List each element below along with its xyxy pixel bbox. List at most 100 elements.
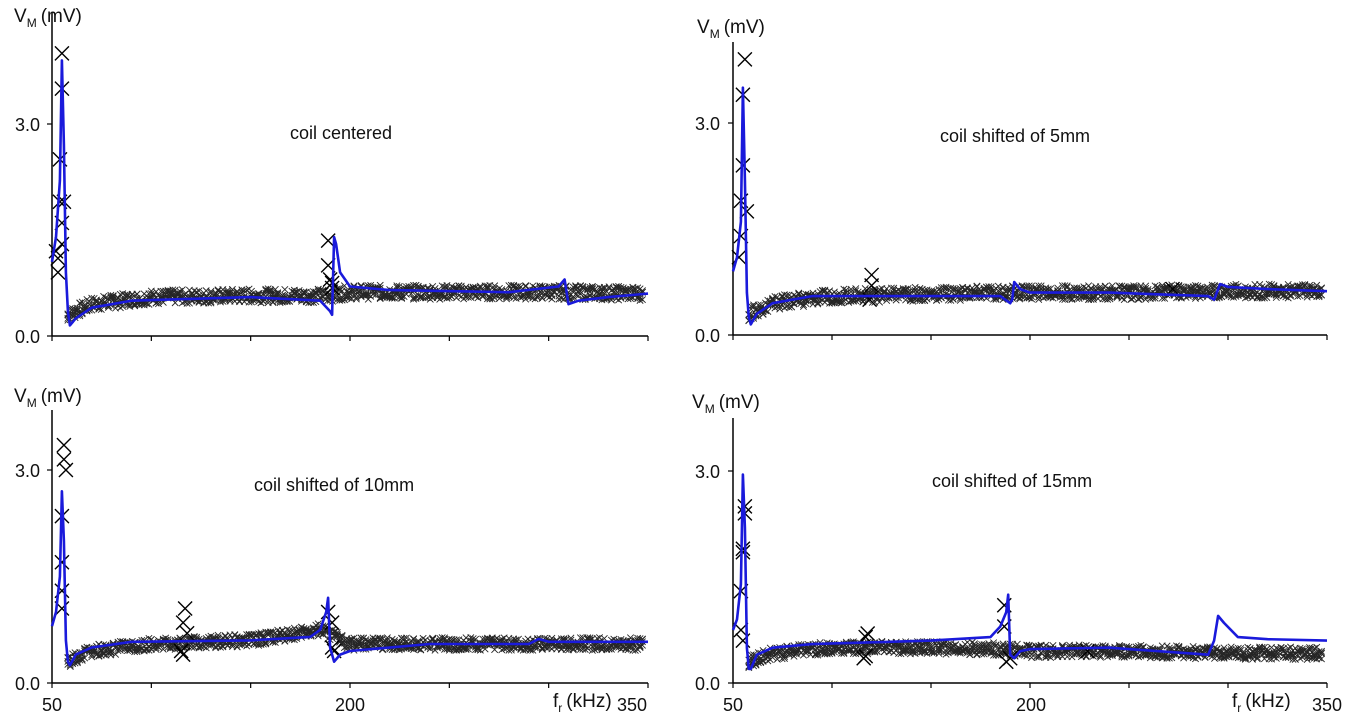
band-marker (1218, 654, 1226, 662)
measured-marker (58, 462, 74, 478)
band-marker (994, 287, 1002, 295)
band-marker (638, 296, 646, 304)
band-marker (398, 293, 406, 302)
band-marker (814, 299, 822, 307)
band-marker (410, 635, 418, 643)
ylabel: VM (mV) (14, 386, 82, 410)
band-marker (845, 646, 853, 654)
band-marker (933, 296, 941, 304)
band-marker (1256, 647, 1264, 655)
band-marker (286, 626, 294, 634)
band-marker (467, 634, 475, 642)
band-marker (840, 285, 848, 293)
panel-coil-shifted-15mm: VM (mV) coil shifted of 15mm 3.0 0.0 50 2… (692, 392, 1342, 715)
model-line (50, 59, 649, 327)
band-marker (990, 648, 998, 656)
measured-marker (324, 615, 340, 631)
band-marker (345, 640, 353, 648)
ylabel: VM (mV) (697, 17, 765, 41)
band-marker (1215, 647, 1223, 655)
measured-marker (864, 278, 880, 294)
band-marker (1113, 650, 1121, 658)
band-marker (918, 297, 926, 305)
band-marker (483, 282, 491, 290)
band-marker (615, 282, 623, 290)
xlabel: fr (kHz) (1232, 691, 1291, 715)
band-marker (1196, 283, 1204, 291)
band-marker (548, 295, 556, 303)
band-marker (804, 646, 812, 655)
band-marker (109, 296, 117, 304)
band-marker (1317, 650, 1325, 658)
band-marker (1239, 650, 1247, 658)
band-marker (792, 646, 800, 654)
band-marker (572, 643, 580, 651)
band-marker (345, 294, 353, 302)
measured-marker (735, 541, 751, 557)
band-marker (873, 647, 881, 655)
band-marker (472, 293, 480, 301)
measured-marker (54, 45, 70, 61)
band-marker (85, 297, 93, 305)
ytick-label-3: 3.0 (695, 462, 720, 482)
band-marker (1028, 295, 1036, 303)
measured-marker (1002, 650, 1018, 666)
band-marker (795, 289, 803, 297)
measured-marker (50, 264, 66, 280)
band-marker (1306, 281, 1314, 289)
band-marker (414, 645, 422, 653)
band-marker (586, 291, 594, 299)
band-marker (992, 651, 1000, 659)
band-marker (436, 295, 444, 303)
band-marker (305, 627, 313, 635)
band-marker (1208, 281, 1216, 289)
ytick-label-0: 0.0 (695, 326, 720, 346)
band-marker (914, 288, 922, 296)
xtick-label-50: 50 (42, 695, 62, 715)
band-marker (1203, 285, 1211, 293)
band-marker (909, 648, 917, 656)
model-line (731, 473, 1328, 671)
band-marker (240, 287, 248, 295)
band-marker (398, 292, 406, 300)
band-marker (598, 643, 606, 651)
band-marker (81, 654, 89, 662)
band-marker (376, 281, 384, 289)
band-marker (123, 301, 132, 309)
measured-marker (179, 625, 195, 641)
band-marker (355, 287, 363, 295)
band-marker (572, 643, 580, 651)
panel-coil-shifted-10mm: VM (mV) coil shifted of 10mm 3.0 0.0 50 2… (14, 386, 649, 715)
band-marker (1096, 285, 1105, 293)
ylabel: VM (mV) (692, 392, 760, 416)
band-marker (629, 286, 637, 294)
band-marker (1310, 644, 1318, 652)
band-marker (783, 291, 791, 299)
band-marker (319, 630, 327, 638)
band-marker (1063, 282, 1071, 290)
band-marker (281, 285, 289, 293)
band-marker (78, 655, 86, 663)
band-marker (992, 641, 1000, 649)
measured-band (64, 620, 646, 670)
band-marker (548, 292, 556, 300)
band-marker (522, 282, 530, 290)
band-marker (228, 285, 236, 293)
band-marker (636, 296, 644, 304)
band-marker (1042, 641, 1050, 649)
band-marker (1096, 653, 1105, 661)
band-marker (1023, 652, 1031, 660)
band-marker (588, 285, 596, 293)
band-marker (840, 297, 848, 305)
measured-marker (177, 600, 193, 616)
band-marker (876, 298, 884, 306)
band-marker (1047, 285, 1055, 293)
measured-marker (735, 544, 751, 560)
band-marker (840, 648, 848, 656)
band-marker (491, 282, 499, 290)
annotation: coil centered (290, 123, 392, 143)
band-marker (338, 631, 346, 639)
band-marker (371, 291, 379, 299)
band-marker (1096, 652, 1105, 660)
band-marker (338, 296, 346, 304)
